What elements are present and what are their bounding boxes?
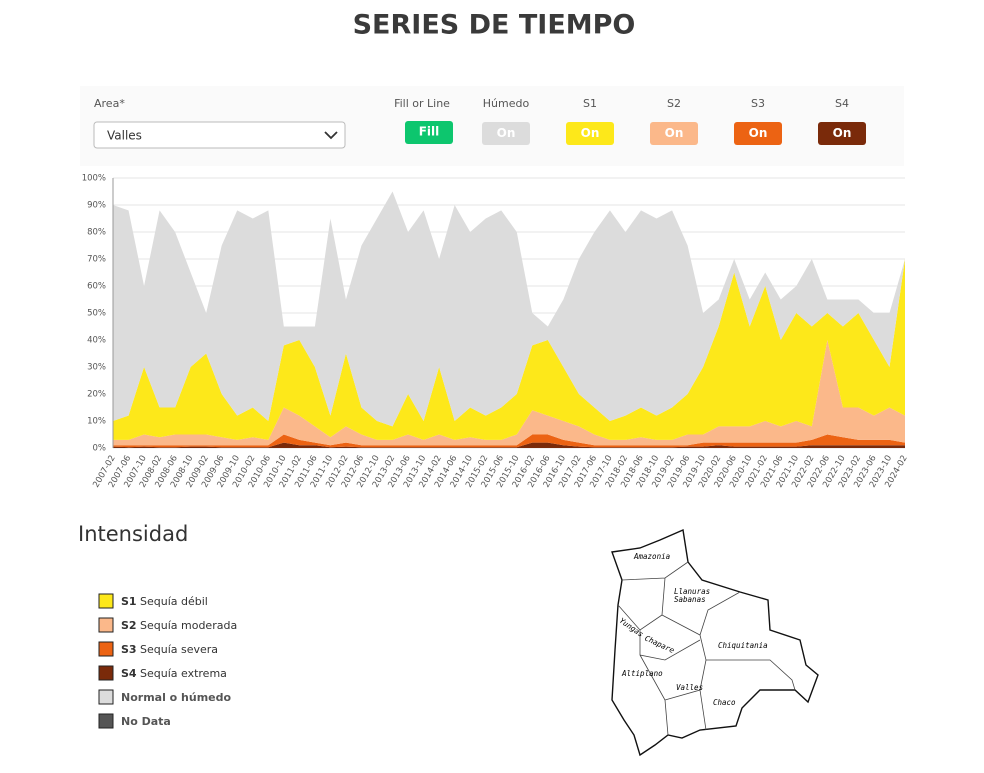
chevron [324,131,338,140]
toggle-label: S3 [751,97,765,110]
y-tick-label: 40% [87,336,106,346]
area-s3 [113,434,905,448]
legend-swatch [98,689,114,705]
toggle-button[interactable] [482,122,530,145]
map-region-label: Valles [676,683,703,692]
page-title: SERIES DE TIEMPO [353,10,636,41]
area-label: Area* [94,97,125,110]
area-select-value: Valles [107,129,142,143]
y-tick-label: 90% [87,201,106,211]
y-tick-label: 80% [87,228,106,238]
map-borders [617,561,796,736]
mode-button[interactable] [405,121,453,144]
legend-label: Normal o húmedo [121,691,232,704]
legend-code: S1 [121,595,137,608]
y-tick-label: 20% [87,390,106,400]
toggle-button[interactable] [818,122,866,145]
area-s2 [113,340,905,446]
legend-swatch [98,641,114,657]
y-tick-label: 50% [87,309,106,319]
legend-label: Sequía moderada [140,619,237,632]
legend-label: Sequía extrema [140,667,227,680]
toggle-label: Húmedo [483,97,530,110]
toggle-button[interactable] [566,122,614,145]
legend-label: Sequía débil [140,595,208,608]
map-region-label: Amazonia [633,552,670,561]
mode-button-text: Fill [419,125,440,139]
legend-label: No Data [121,715,171,728]
y-tick-label: 0% [93,444,107,454]
y-tick-label: 60% [87,282,106,292]
toggle-button-text: On [665,126,684,140]
y-tick-label: 70% [87,255,106,265]
legend-code: S4 [121,667,137,680]
toggle-label: S2 [667,97,681,110]
y-tick-label: 100% [82,174,106,184]
area-s1 [113,259,905,440]
toggle-button-text: On [833,126,852,140]
area-s4 [113,442,905,448]
map-region-label: Sabanas [674,595,706,604]
map-region-label: Chiquitania [718,641,768,650]
toggle-label: S1 [583,97,597,110]
legend-code: S2 [121,619,137,632]
legend-code: S3 [121,643,137,656]
legend-title: Intensidad [78,522,188,546]
legend-swatch [98,713,114,729]
legend-label: Sequía severa [140,643,218,656]
y-tick-label: 30% [87,363,106,373]
area-select[interactable] [93,121,346,149]
toggle-button-text: On [749,126,768,140]
y-tick-label: 10% [87,417,106,427]
legend-swatch [98,665,114,681]
toggle-button-text: On [581,126,600,140]
area-hmedo [113,191,905,427]
toggle-button[interactable] [650,122,698,145]
legend-swatch [98,593,114,609]
toggle-button[interactable] [734,122,782,145]
mode-label: Fill or Line [394,97,450,110]
map-region-label: Llanuras [674,587,710,596]
map-region-label: Chaco [713,698,736,707]
map-region-label: Altiplano [621,669,663,678]
map-outline [611,528,819,757]
legend-swatch [98,617,114,633]
toggle-label: S4 [835,97,849,110]
toggle-button-text: On [497,126,516,140]
